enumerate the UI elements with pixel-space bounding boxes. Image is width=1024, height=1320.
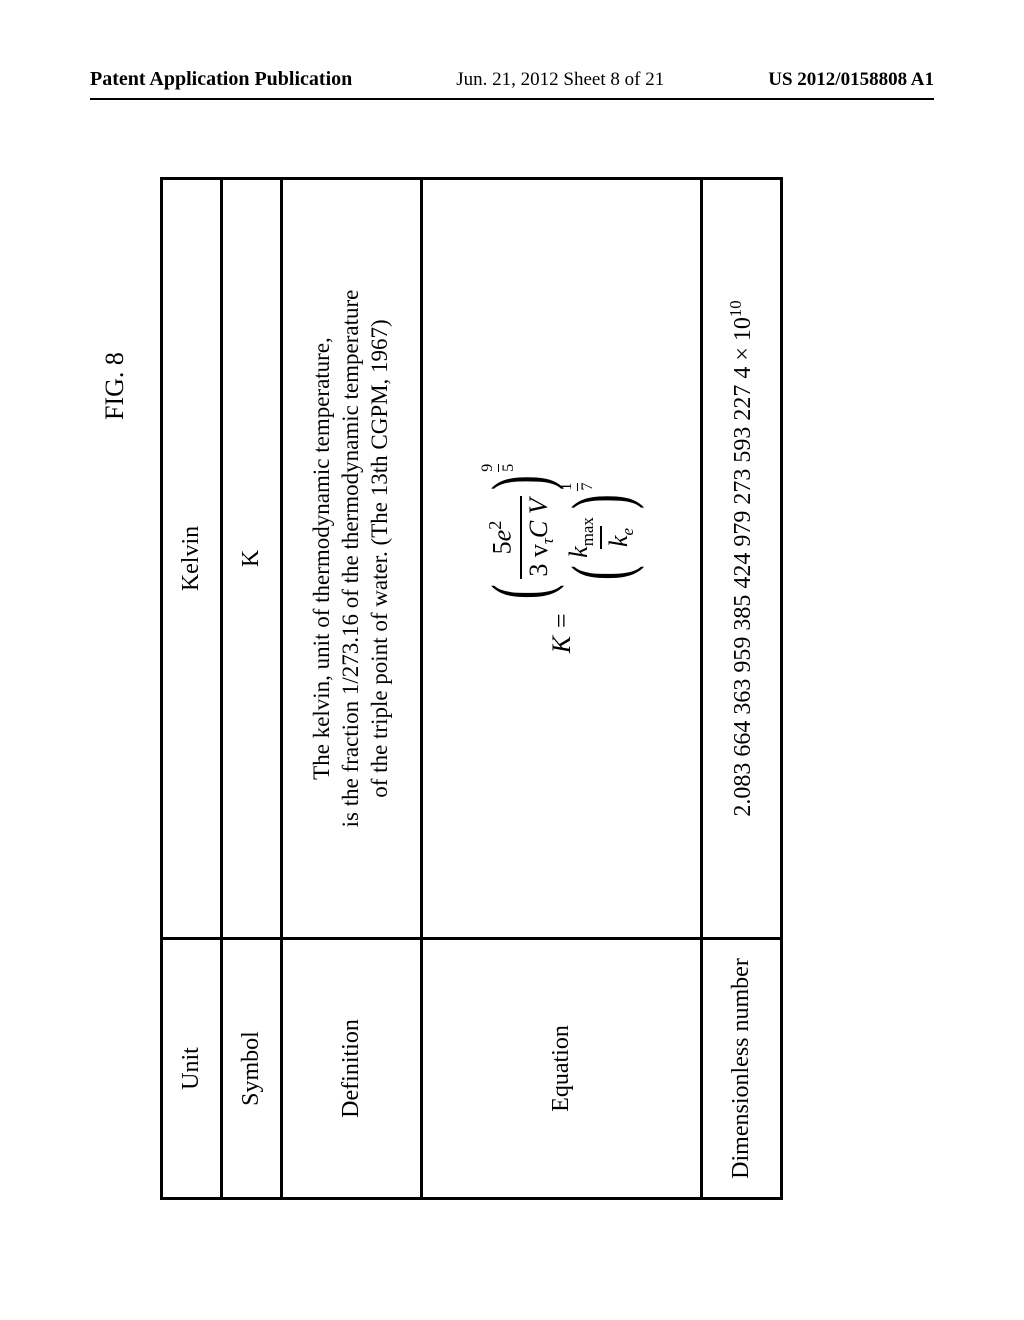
cell-value-unit: Kelvin <box>162 179 222 939</box>
cell-label-symbol: Symbol <box>222 939 282 1199</box>
eq-exp-2: 1 7 <box>558 483 597 491</box>
header-center: Jun. 21, 2012 Sheet 8 of 21 <box>456 69 664 91</box>
dimnum-exp: 10 <box>726 300 745 317</box>
eq-num-coeff: 5 <box>488 541 517 554</box>
eq-rhs: ( 5e2 3 vτC V ) <box>485 464 638 606</box>
eq-term-1: ( 5e2 3 vτC V ) <box>485 464 558 606</box>
eq-equals: = <box>547 613 577 628</box>
cell-value-definition: The kelvin, unit of thermodynamic temper… <box>282 179 422 939</box>
cell-label-definition: Definition <box>282 939 422 1199</box>
header-right: US 2012/0158808 A1 <box>768 69 934 91</box>
table-row: Dimensionless number 2.083 664 363 959 3… <box>702 179 782 1199</box>
eq-den-b: C V <box>524 498 553 538</box>
table-row: Symbol K <box>222 179 282 1199</box>
dimnum-mantissa: 2.083 664 363 959 385 424 979 273 593 22… <box>730 367 756 817</box>
cell-value-equation: K = ( 5e2 3 vτ <box>422 179 702 939</box>
definition-table-container: Unit Kelvin Symbol K Definition The kelv… <box>160 177 783 1200</box>
cell-value-dimnum: 2.083 664 363 959 385 424 979 273 593 22… <box>702 179 782 939</box>
paren-left-icon: ( <box>493 585 549 600</box>
eq-term-2: ( kmax ke ) <box>564 483 638 587</box>
definition-line: of the triple point of water. (The 13th … <box>366 198 395 919</box>
cell-label-equation: Equation <box>422 939 702 1199</box>
definition-line: The kelvin, unit of thermodynamic temper… <box>308 198 337 919</box>
paren-right-icon: ) <box>573 495 629 510</box>
eq-num-var: e <box>488 530 517 542</box>
definition-table: Unit Kelvin Symbol K Definition The kelv… <box>160 177 783 1200</box>
page-header: Patent Application Publication Jun. 21, … <box>0 68 1024 91</box>
cell-label-unit: Unit <box>162 939 222 1199</box>
eq-num2-sub: max <box>578 517 597 546</box>
dimnum-times: × 10 <box>730 317 756 367</box>
eq-num-pow: 2 <box>485 521 505 530</box>
eq-den-a: 3 v <box>524 544 553 577</box>
figure-content: FIG. 8 Unit Kelvin Symbol K Definition T… <box>100 160 924 1220</box>
eq-lhs: K <box>547 636 577 653</box>
table-row: Definition The kelvin, unit of thermodyn… <box>282 179 422 1199</box>
paren-right-icon: ) <box>493 476 549 491</box>
header-rule <box>90 98 934 100</box>
eq-num2-var: k <box>564 546 593 558</box>
eq-den2-sub: e <box>618 528 637 536</box>
eq-exp-1: 9 5 <box>479 464 518 472</box>
table-row: Equation K = ( 5e2 <box>422 179 702 1199</box>
cell-value-symbol: K <box>222 179 282 939</box>
paren-left-icon: ( <box>573 566 629 581</box>
eq-den-sub: τ <box>538 538 557 544</box>
equation: K = ( 5e2 3 vτ <box>485 464 638 654</box>
header-left: Patent Application Publication <box>90 68 352 91</box>
eq-den2-var: k <box>604 535 633 547</box>
figure-label: FIG. 8 <box>100 352 130 420</box>
definition-line: is the fraction 1/273.16 of the thermody… <box>337 198 366 919</box>
table-row: Unit Kelvin <box>162 179 222 1199</box>
cell-label-dimnum: Dimensionless number <box>702 939 782 1199</box>
